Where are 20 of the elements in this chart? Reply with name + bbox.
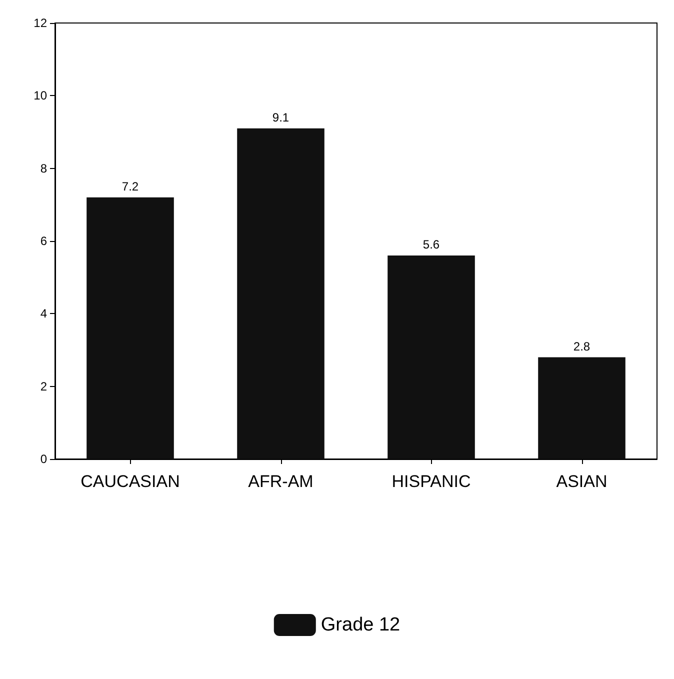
x-tick-label: ASIAN (556, 472, 608, 491)
y-tick-label: 4 (40, 306, 48, 321)
legend-label: Grade 12 (320, 614, 400, 636)
x-tick-label: CAUCASIAN (80, 472, 180, 491)
bar (237, 128, 324, 459)
y-tick-label: 2 (40, 379, 48, 394)
data-label: 2.8 (573, 339, 590, 354)
y-tick-label: 10 (34, 88, 48, 103)
data-label: 5.6 (422, 238, 440, 252)
data-label: 7.2 (122, 179, 139, 194)
x-tick-label: AFR-AM (248, 472, 314, 491)
data-label: 9.1 (272, 110, 290, 124)
y-tick-label: 0 (40, 452, 48, 466)
y-tick-label: 6 (40, 234, 48, 248)
bar (86, 197, 174, 459)
x-tick-label: HISPANIC (392, 472, 471, 491)
bar (538, 357, 626, 459)
y-tick-label: 12 (34, 16, 48, 30)
y-tick-label: 8 (40, 161, 48, 176)
bar (388, 256, 475, 459)
